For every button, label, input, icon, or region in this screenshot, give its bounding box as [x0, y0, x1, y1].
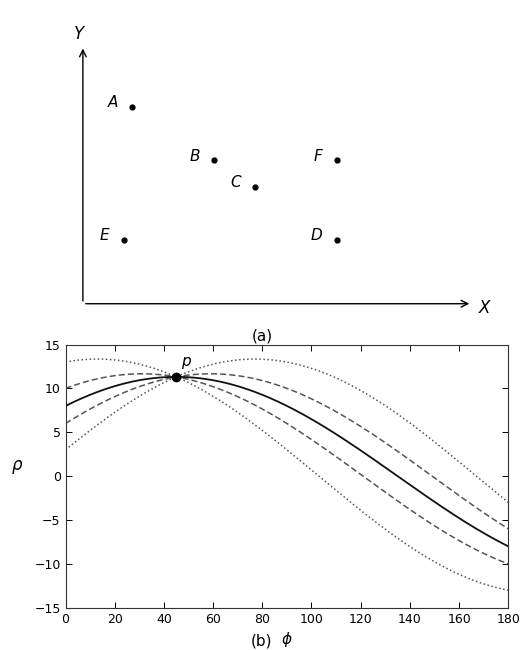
Text: D: D [311, 228, 323, 243]
Text: E: E [100, 228, 110, 243]
Text: B: B [189, 149, 200, 164]
X-axis label: $\phi$: $\phi$ [281, 630, 293, 649]
Text: A: A [107, 96, 118, 111]
Text: C: C [230, 176, 241, 190]
Text: p: p [181, 354, 191, 369]
Y-axis label: $\rho$: $\rho$ [12, 458, 24, 476]
Text: (a): (a) [252, 328, 272, 343]
Text: Y: Y [74, 25, 84, 43]
Text: (b): (b) [251, 634, 273, 649]
Text: F: F [314, 149, 323, 164]
Text: X: X [478, 299, 489, 317]
